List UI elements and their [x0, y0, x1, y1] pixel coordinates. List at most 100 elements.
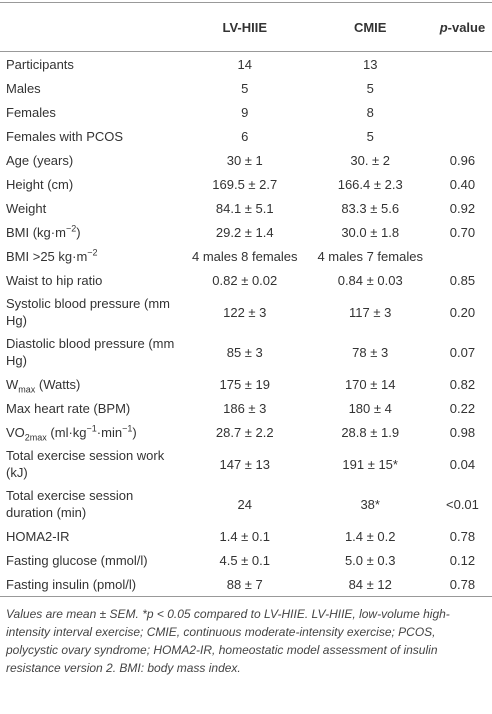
header-cell: LV-HIIE: [182, 2, 308, 52]
cell: 180 ± 4: [307, 396, 432, 420]
cell-text: Weight: [6, 200, 47, 216]
row-label: Systolic blood pressure (mm Hg): [0, 292, 182, 332]
cell-text: Participants: [6, 56, 74, 72]
cell-text: 191 ± 15*: [342, 456, 398, 472]
cell: 0.04: [433, 444, 492, 484]
cell-text: 0.70: [449, 224, 476, 240]
cell-text: 24: [237, 496, 252, 512]
cell: 0.78: [433, 572, 492, 597]
cell: 28.8 ± 1.9: [307, 420, 432, 444]
table-row: Females with PCOS 6 5: [0, 124, 492, 148]
cell: 169.5 ± 2.7: [182, 172, 307, 196]
cell-text: 0.07: [449, 344, 476, 360]
cell: 88 ± 7: [182, 572, 307, 597]
cell-text: 175 ± 19: [219, 376, 271, 392]
cell: 122 ± 3: [182, 292, 307, 332]
text-part: VO: [6, 424, 25, 440]
cell-text: Systolic blood pressure (mm Hg): [6, 296, 170, 328]
cell-text: 38*: [360, 496, 380, 512]
sup-part: −2: [87, 247, 98, 258]
row-label: Max heart rate (BPM): [0, 396, 182, 420]
table-row: Waist to hip ratio 0.82 ± 0.02 0.84 ± 0.03…: [0, 268, 492, 292]
cell: 0.07: [433, 332, 492, 372]
cell-text: 0.22: [449, 400, 476, 416]
cell-text: Males: [6, 80, 41, 96]
cell-text: 30.0 ± 1.8: [341, 224, 400, 240]
cell-text: 88 ± 7: [226, 576, 263, 592]
table-row: Systolic blood pressure (mm Hg) 122 ± 3 11…: [0, 292, 492, 332]
cell: 5.0 ± 0.3: [307, 548, 432, 572]
cell-text: CMIE: [353, 19, 387, 35]
footnote: Values are mean ± SEM. *p < 0.05 compare…: [6, 607, 450, 675]
table-row: Weight 84.1 ± 5.1 83.3 ± 5.6 0.92: [0, 196, 492, 220]
cell: 14: [182, 52, 307, 77]
cell: 5: [307, 76, 432, 100]
cell: 4 males 7 females: [307, 244, 432, 268]
cell-text: 170 ± 14: [344, 376, 396, 392]
row-label: Males: [0, 76, 182, 100]
cell: 28.7 ± 2.2: [182, 420, 307, 444]
cell-text: 0.82: [449, 376, 476, 392]
text-part: -value: [447, 19, 486, 35]
cell: [433, 244, 492, 268]
cell: 84.1 ± 5.1: [182, 196, 307, 220]
cell: 9: [182, 100, 307, 124]
table-row: Females 9 8: [0, 100, 492, 124]
row-label: Females: [0, 100, 182, 124]
row-label: Females with PCOS: [0, 124, 182, 148]
cell-text: 29.2 ± 1.4: [215, 224, 274, 240]
cell: 1.4 ± 0.1: [182, 524, 307, 548]
cell-text: 166.4 ± 2.3: [337, 176, 403, 192]
cell-text: 0.04: [449, 456, 476, 472]
table-header: LV-HIIE CMIE p-value: [0, 2, 492, 52]
cell: [433, 124, 492, 148]
cell-text: Waist to hip ratio: [6, 272, 103, 288]
cell: 0.85: [433, 268, 492, 292]
cell: 0.82 ± 0.02: [182, 268, 307, 292]
cell: 175 ± 19: [182, 372, 307, 396]
table-row: Males 5 5: [0, 76, 492, 100]
cell-text: Females with PCOS: [6, 128, 124, 144]
cell-text: Total exercise session work (kJ): [6, 448, 165, 480]
cell: 0.98: [433, 420, 492, 444]
table-row: HOMA2-IR 1.4 ± 0.1 1.4 ± 0.2 0.78: [0, 524, 492, 548]
row-label: Diastolic blood pressure (mm Hg): [0, 332, 182, 372]
cell-text: 186 ± 3: [223, 400, 267, 416]
row-label: VO2max (ml·kg−1·min−1): [0, 420, 182, 444]
text-part: W: [6, 376, 19, 392]
cell: 8: [307, 100, 432, 124]
header-row: LV-HIIE CMIE p-value: [0, 2, 492, 52]
table-row: BMI >25 kg·m−2 4 males 8 females 4 males 7…: [0, 244, 492, 268]
table-row: Height (cm) 169.5 ± 2.7 166.4 ± 2.3 0.40: [0, 172, 492, 196]
cell-text: 0.78: [449, 576, 476, 592]
cell: 30. ± 2: [307, 148, 432, 172]
cell-text: 4.5 ± 0.1: [219, 552, 271, 568]
text-part: ·min: [96, 424, 123, 440]
cell-text: 14: [237, 56, 252, 72]
cell-text: Total exercise session duration (min): [6, 488, 134, 520]
cell-text: LV-HIIE: [222, 19, 268, 35]
cell-text: 117 ± 3: [349, 304, 392, 320]
cell: <0.01: [433, 484, 492, 524]
cell: 78 ± 3: [307, 332, 432, 372]
cell-text: 9: [241, 104, 249, 120]
cell: 24: [182, 484, 307, 524]
cell-text: 13: [362, 56, 378, 72]
cell-text: 0.92: [449, 200, 476, 216]
cell: 30 ± 1: [182, 148, 307, 172]
cell: 85 ± 3: [182, 332, 307, 372]
header-cell: [0, 2, 183, 52]
text-part: ): [132, 424, 137, 440]
cell: 0.12: [433, 548, 492, 572]
cell: 5: [182, 76, 307, 100]
cell: 29.2 ± 1.4: [182, 220, 307, 244]
cell: 147 ± 13: [182, 444, 307, 484]
cell-text: 0.12: [449, 552, 476, 568]
cell: 0.82: [433, 372, 492, 396]
row-label: Weight: [0, 196, 182, 220]
cell-text: 0.40: [449, 176, 476, 192]
cell-text: 4 males 8 females: [192, 248, 298, 264]
cell-text: 0.78: [449, 528, 476, 544]
cell-text: 30 ± 1: [226, 152, 263, 168]
cell: 0.22: [433, 396, 492, 420]
